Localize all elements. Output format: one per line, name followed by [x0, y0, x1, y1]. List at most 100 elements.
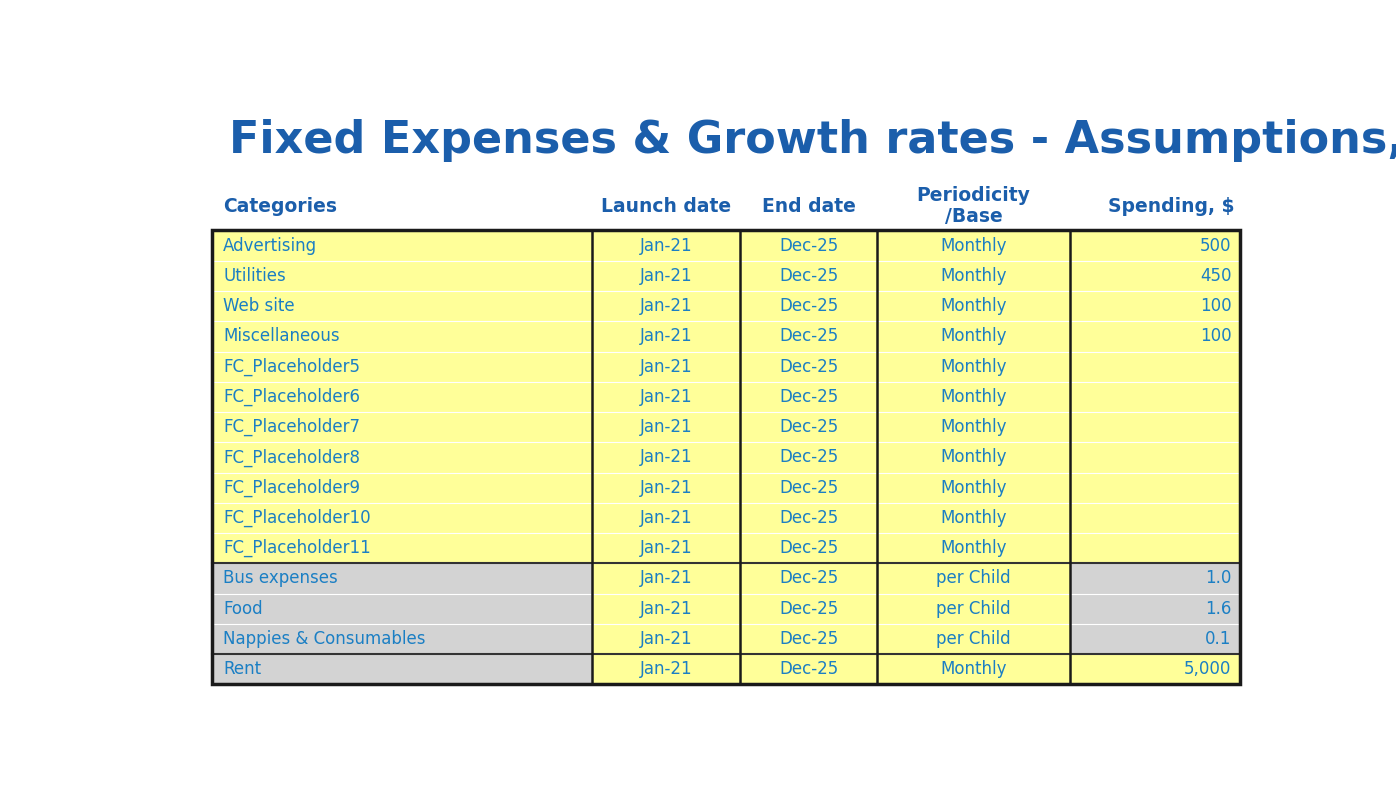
Bar	[1069, 472, 1240, 503]
Bar	[1069, 412, 1240, 443]
Text: End date: End date	[762, 196, 856, 216]
Bar	[878, 230, 1069, 261]
Text: 100: 100	[1201, 328, 1231, 345]
Text: Jan-21: Jan-21	[639, 328, 692, 345]
Text: Nappies & Consumables: Nappies & Consumables	[223, 630, 426, 648]
Text: Monthly: Monthly	[941, 267, 1007, 285]
Bar	[878, 443, 1069, 472]
Bar	[740, 443, 878, 472]
Bar	[212, 382, 592, 412]
Text: Monthly: Monthly	[941, 297, 1007, 315]
Bar	[740, 291, 878, 321]
Text: Dec-25: Dec-25	[779, 358, 839, 376]
Bar	[878, 291, 1069, 321]
Bar	[740, 472, 878, 503]
Text: Monthly: Monthly	[941, 418, 1007, 436]
Bar	[212, 321, 592, 351]
Bar	[592, 564, 740, 593]
Text: Advertising: Advertising	[223, 237, 317, 255]
Bar	[1069, 382, 1240, 412]
Text: Jan-21: Jan-21	[639, 388, 692, 406]
Bar	[878, 564, 1069, 593]
Bar	[212, 472, 592, 503]
Text: Web site: Web site	[223, 297, 295, 315]
Text: Dec-25: Dec-25	[779, 600, 839, 618]
Bar	[740, 593, 878, 624]
Text: 5,000: 5,000	[1184, 660, 1231, 678]
Text: Jan-21: Jan-21	[639, 600, 692, 618]
Text: Jan-21: Jan-21	[639, 449, 692, 466]
Text: Categories: Categories	[223, 196, 338, 216]
Bar	[212, 230, 592, 261]
Text: Rent: Rent	[223, 660, 261, 678]
Text: Dec-25: Dec-25	[779, 297, 839, 315]
Text: Launch date: Launch date	[600, 196, 732, 216]
Text: Dec-25: Dec-25	[779, 630, 839, 648]
Text: Jan-21: Jan-21	[639, 539, 692, 557]
Bar	[740, 230, 878, 261]
Text: Dec-25: Dec-25	[779, 237, 839, 255]
Bar	[1069, 624, 1240, 654]
Bar	[878, 321, 1069, 351]
Bar	[878, 593, 1069, 624]
Bar	[878, 261, 1069, 291]
Text: Bus expenses: Bus expenses	[223, 570, 338, 587]
Bar	[740, 351, 878, 382]
Bar	[592, 443, 740, 472]
Bar	[1069, 503, 1240, 533]
Text: FC_Placeholder10: FC_Placeholder10	[223, 509, 371, 527]
Text: Dec-25: Dec-25	[779, 509, 839, 527]
Text: Jan-21: Jan-21	[639, 358, 692, 376]
Bar	[592, 230, 740, 261]
Text: 100: 100	[1201, 297, 1231, 315]
Bar	[592, 261, 740, 291]
Text: Spending, $: Spending, $	[1108, 196, 1234, 216]
Bar	[740, 533, 878, 564]
Text: Jan-21: Jan-21	[639, 509, 692, 527]
Text: FC_Placeholder11: FC_Placeholder11	[223, 539, 371, 557]
Bar	[212, 261, 592, 291]
Text: 1.6: 1.6	[1205, 600, 1231, 618]
Text: FC_Placeholder8: FC_Placeholder8	[223, 448, 360, 467]
Text: FC_Placeholder9: FC_Placeholder9	[223, 479, 360, 497]
Text: FC_Placeholder7: FC_Placeholder7	[223, 418, 360, 436]
Bar	[212, 443, 592, 472]
Bar	[212, 624, 592, 654]
Text: Dec-25: Dec-25	[779, 328, 839, 345]
Text: 450: 450	[1201, 267, 1231, 285]
Bar	[1069, 351, 1240, 382]
Text: Monthly: Monthly	[941, 358, 1007, 376]
Bar	[212, 593, 592, 624]
Text: Monthly: Monthly	[941, 539, 1007, 557]
Text: Dec-25: Dec-25	[779, 479, 839, 497]
Bar	[592, 291, 740, 321]
Text: Monthly: Monthly	[941, 660, 1007, 678]
Bar	[592, 533, 740, 564]
Bar	[212, 564, 592, 593]
Text: Dec-25: Dec-25	[779, 660, 839, 678]
Bar	[878, 351, 1069, 382]
Bar	[740, 382, 878, 412]
Bar	[592, 472, 740, 503]
Bar	[878, 654, 1069, 685]
Text: Fixed Expenses & Growth rates - Assumptions, $: Fixed Expenses & Growth rates - Assumpti…	[229, 119, 1396, 162]
Text: FC_Placeholder5: FC_Placeholder5	[223, 358, 360, 376]
Bar	[740, 261, 878, 291]
Bar	[592, 503, 740, 533]
Bar	[1069, 230, 1240, 261]
Text: Monthly: Monthly	[941, 509, 1007, 527]
Text: per Child: per Child	[937, 630, 1011, 648]
Bar	[212, 412, 592, 443]
Bar	[878, 382, 1069, 412]
Text: FC_Placeholder6: FC_Placeholder6	[223, 387, 360, 406]
Bar	[592, 593, 740, 624]
Text: Jan-21: Jan-21	[639, 237, 692, 255]
Text: Dec-25: Dec-25	[779, 418, 839, 436]
Text: Jan-21: Jan-21	[639, 479, 692, 497]
Text: per Child: per Child	[937, 600, 1011, 618]
Bar	[878, 503, 1069, 533]
Bar	[740, 321, 878, 351]
Bar	[592, 382, 740, 412]
Bar	[592, 351, 740, 382]
Bar	[212, 351, 592, 382]
